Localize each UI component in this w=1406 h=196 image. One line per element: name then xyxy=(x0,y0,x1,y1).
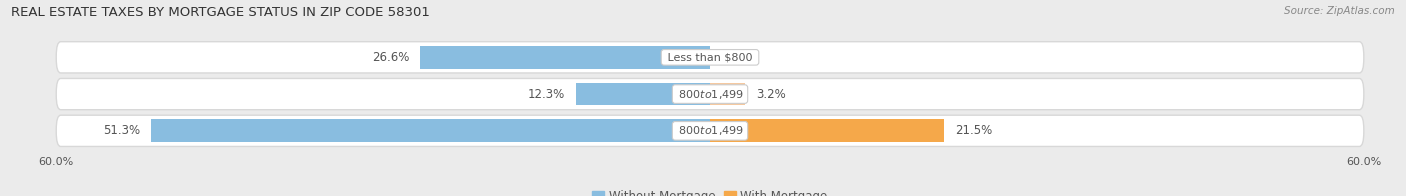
Text: 21.5%: 21.5% xyxy=(955,124,993,137)
Bar xyxy=(710,119,945,142)
Text: $800 to $1,499: $800 to $1,499 xyxy=(675,124,745,137)
Text: 12.3%: 12.3% xyxy=(527,88,565,101)
Text: 51.3%: 51.3% xyxy=(103,124,141,137)
Text: Less than $800: Less than $800 xyxy=(664,52,756,62)
FancyBboxPatch shape xyxy=(56,42,1364,73)
Text: $800 to $1,499: $800 to $1,499 xyxy=(675,88,745,101)
Bar xyxy=(420,46,710,69)
Bar xyxy=(576,83,710,105)
Text: REAL ESTATE TAXES BY MORTGAGE STATUS IN ZIP CODE 58301: REAL ESTATE TAXES BY MORTGAGE STATUS IN … xyxy=(11,6,430,19)
Bar xyxy=(150,119,710,142)
FancyBboxPatch shape xyxy=(56,78,1364,110)
Text: 26.6%: 26.6% xyxy=(373,51,409,64)
Bar xyxy=(710,83,745,105)
Text: 0.0%: 0.0% xyxy=(727,51,756,64)
FancyBboxPatch shape xyxy=(56,115,1364,146)
Legend: Without Mortgage, With Mortgage: Without Mortgage, With Mortgage xyxy=(588,186,832,196)
Text: 3.2%: 3.2% xyxy=(756,88,786,101)
Text: Source: ZipAtlas.com: Source: ZipAtlas.com xyxy=(1284,6,1395,16)
